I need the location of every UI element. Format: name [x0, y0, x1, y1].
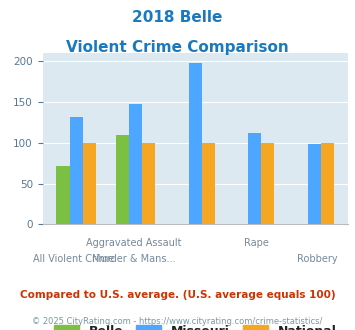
Text: Murder & Mans...: Murder & Mans... — [92, 254, 176, 264]
Text: © 2025 CityRating.com - https://www.cityrating.com/crime-statistics/: © 2025 CityRating.com - https://www.city… — [32, 317, 323, 326]
Text: Compared to U.S. average. (U.S. average equals 100): Compared to U.S. average. (U.S. average … — [20, 290, 335, 300]
Text: Aggravated Assault: Aggravated Assault — [86, 238, 182, 248]
Bar — [56, 166, 70, 224]
Bar — [70, 116, 83, 224]
Text: Violent Crime Comparison: Violent Crime Comparison — [66, 40, 289, 54]
Bar — [248, 133, 261, 224]
Bar — [308, 144, 321, 224]
Bar — [142, 143, 155, 224]
Text: Rape: Rape — [244, 238, 269, 248]
Legend: Belle, Missouri, National: Belle, Missouri, National — [49, 320, 342, 330]
Bar — [321, 143, 334, 224]
Bar — [116, 135, 129, 224]
Text: Robbery: Robbery — [297, 254, 338, 264]
Text: 2018 Belle: 2018 Belle — [132, 10, 223, 25]
Bar — [129, 104, 142, 224]
Text: All Violent Crime: All Violent Crime — [33, 254, 114, 264]
Bar — [202, 143, 215, 224]
Bar — [83, 143, 96, 224]
Bar — [261, 143, 274, 224]
Bar — [189, 63, 202, 224]
